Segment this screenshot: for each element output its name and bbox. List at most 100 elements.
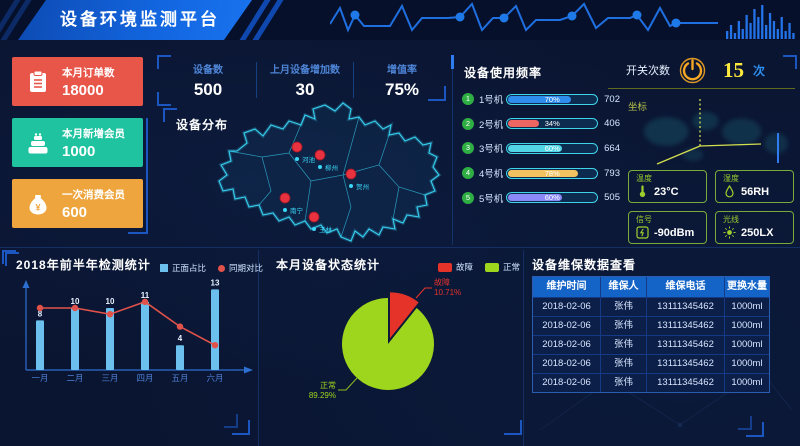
stat-card-3: ¥ 一次消费会员 600 xyxy=(12,179,143,228)
usage-bar-fill xyxy=(508,194,563,202)
divider xyxy=(258,250,259,446)
bracket-decoration xyxy=(146,118,148,234)
map-marker[interactable]: 玉林 xyxy=(308,211,333,234)
table-cell: 2018-02-06 xyxy=(533,298,601,316)
table-header-cell: 维保人 xyxy=(601,277,647,297)
usage-machine-label: 2号机 xyxy=(479,119,504,131)
usage-value: 406 xyxy=(604,118,620,130)
table-cell: 13111345462 xyxy=(647,336,725,354)
map-city-label: 贺州 xyxy=(356,182,369,191)
stat-3: 增值率 75% xyxy=(354,57,450,103)
inspection-chart: 8 一月 10 二月 10 三月 11 四月 4 五月 13 六月 xyxy=(22,278,253,383)
usage-row: 1 1号机 70% 702 xyxy=(462,87,620,112)
legend-label: 故障 xyxy=(456,262,474,272)
switch-count-unit: 次 xyxy=(753,63,766,78)
table-cell: 13111345462 xyxy=(647,374,725,392)
sensor-label: 湿度 xyxy=(723,174,739,183)
usage-bar-fill xyxy=(508,120,539,128)
usage-index-badge: 2 xyxy=(462,117,474,130)
table-cell: 1000ml xyxy=(731,377,763,388)
table-header-cell: 更换水量 xyxy=(727,281,767,292)
signal-icon xyxy=(636,226,649,239)
sensor-signal: 信号 -90dBm xyxy=(628,211,707,244)
table-row[interactable]: 2018-02-06 张伟 13111345462 1000ml xyxy=(533,354,769,373)
table-row[interactable]: 2018-02-06 张伟 13111345462 1000ml xyxy=(533,297,769,316)
legend-swatch xyxy=(438,262,452,272)
switch-count: 开关次数 15 次 xyxy=(626,55,796,85)
table-cell: 13111345462 xyxy=(647,355,725,373)
stat-label: 增值率 xyxy=(387,64,417,76)
legend-swatch xyxy=(160,264,168,272)
card-text: 一次消费会员 600 xyxy=(62,187,125,221)
svg-text:¥: ¥ xyxy=(35,202,40,212)
pulse-line-decoration xyxy=(330,2,718,33)
table-row[interactable]: 2018-02-06 张伟 13111345462 1000ml xyxy=(533,316,769,335)
table-cell: 张伟 xyxy=(601,317,647,335)
usage-bar: 34% xyxy=(506,118,599,130)
cake-icon xyxy=(25,130,51,156)
pie-slice-正常 xyxy=(342,298,434,390)
card-text: 本月新增会员 1000 xyxy=(62,126,125,160)
usage-value: 793 xyxy=(604,167,620,179)
title-banner: 设备环境监测平台 xyxy=(18,0,252,40)
table-cell: 13111345462 xyxy=(647,298,725,316)
corner-decoration xyxy=(738,416,752,430)
divider xyxy=(452,55,453,245)
inspection-line-point xyxy=(71,304,79,312)
sensor-label: 信号 xyxy=(636,215,652,224)
switch-count-value: 15 xyxy=(723,57,744,82)
inspection-bar xyxy=(141,301,149,370)
usage-bar-fill xyxy=(508,144,563,152)
usage-bar-percent: 60% xyxy=(544,143,560,153)
inspection-line xyxy=(40,300,216,346)
usage-index-badge: 1 xyxy=(462,93,474,106)
table-cell: 1000ml xyxy=(731,339,763,350)
map-marker[interactable]: 南宁 xyxy=(279,192,304,215)
usage-bar: 60% xyxy=(506,142,599,154)
corner-decoration xyxy=(232,420,250,435)
table-header-row: 维护时间 维保人 维保电话 更换水量 xyxy=(533,277,769,297)
world-map-decoration xyxy=(638,100,795,170)
table-cell: 2018-02-06 xyxy=(533,336,601,354)
stat-card-2: 本月新增会员 1000 xyxy=(12,118,143,167)
water-drop-icon xyxy=(723,185,736,198)
map-marker[interactable]: 贺州 xyxy=(345,168,369,191)
inspection-bar xyxy=(36,320,44,370)
legend-item: 正常 xyxy=(485,261,520,273)
sensor-grid: 温度 23°C 湿度 56RH 信号 -90dBm 光线 250LX xyxy=(628,170,794,244)
inspection-line-point xyxy=(211,342,219,349)
stat-value: 500 xyxy=(193,79,223,99)
power-icon[interactable] xyxy=(679,57,706,84)
usage-bar-list: 1 1号机 70% 702 2 2号机 34% 406 3 3号机 60% 664 4 4号机 78% 793… xyxy=(462,87,620,210)
map-marker[interactable]: 河池 xyxy=(291,141,316,164)
panel-title-inspection: 2018年前半年检测统计 xyxy=(16,258,151,272)
table-row[interactable]: 2018-02-06 张伟 13111345462 1000ml xyxy=(533,335,769,354)
scroll-accent[interactable] xyxy=(777,133,779,163)
card-label: 本月订单数 xyxy=(62,66,115,79)
sensor-label: 温度 xyxy=(636,174,652,183)
legend-swatch xyxy=(485,262,500,272)
bar-value-label: 8 xyxy=(38,309,43,318)
stat-1: 设备数 500 xyxy=(160,57,256,103)
usage-bar-fill xyxy=(508,95,572,103)
inspection-legend: 正面占比 同期对比 xyxy=(160,262,263,274)
map-marker[interactable]: 柳州 xyxy=(314,149,338,172)
coord-label: 坐标 xyxy=(628,99,647,113)
table-header-cell: 维护时间 xyxy=(533,277,601,297)
x-tick-label: 一月 xyxy=(31,373,48,383)
table-cell: 2018-02-06 xyxy=(533,355,601,373)
page-title: 设备环境监测平台 xyxy=(60,10,220,29)
sensor-label: 光线 xyxy=(723,215,739,224)
table-row[interactable]: 2018-02-06 张伟 13111345462 1000ml xyxy=(533,373,769,392)
usage-bar-fill xyxy=(508,169,579,177)
header-bar: 设备环境监测平台 xyxy=(0,0,800,40)
usage-value: 702 xyxy=(604,93,620,105)
inspection-bar xyxy=(106,308,114,370)
usage-bar-percent: 70% xyxy=(544,94,560,104)
panel-title-distribution: 设备分布 xyxy=(176,118,229,132)
inspection-bar xyxy=(211,289,219,370)
panel-title-usage: 设备使用频率 xyxy=(464,66,543,80)
map-city-label: 玉林 xyxy=(319,225,333,234)
usage-machine-label: 3号机 xyxy=(479,144,504,156)
